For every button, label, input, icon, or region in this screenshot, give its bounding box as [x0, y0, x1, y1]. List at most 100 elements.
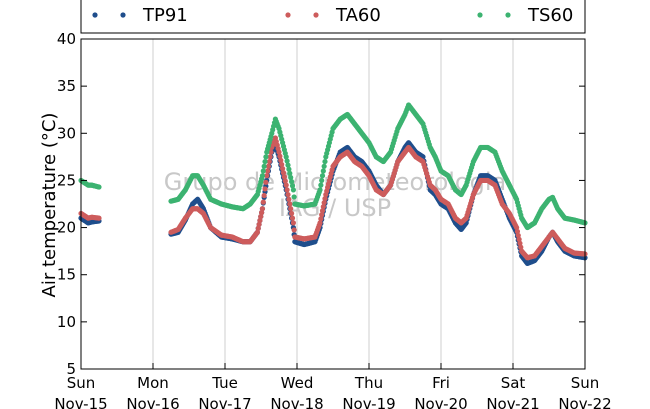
- data-point: [291, 194, 297, 200]
- data-point: [260, 199, 266, 205]
- data-point: [289, 179, 295, 185]
- data-point: [321, 200, 327, 206]
- data-point: [517, 240, 523, 246]
- x-tick-date: Nov-21: [486, 395, 539, 409]
- data-point: [285, 162, 291, 168]
- data-point: [289, 183, 296, 189]
- data-point: [291, 227, 297, 233]
- y-tick-label: 5: [66, 360, 76, 378]
- data-point: [263, 179, 269, 185]
- data-point: [255, 225, 261, 231]
- data-point: [318, 216, 324, 222]
- x-tick-day: Thu: [354, 374, 383, 392]
- data-point: [321, 163, 327, 169]
- data-point: [514, 228, 521, 235]
- x-tick-date: Nov-18: [270, 395, 323, 409]
- data-point: [260, 168, 266, 174]
- data-point: [257, 217, 263, 224]
- data-point: [262, 158, 268, 165]
- data-point: [96, 184, 102, 190]
- legend-label: TA60: [335, 5, 381, 26]
- data-point: [280, 170, 287, 176]
- y-axis: 5 10 15 20 25 30 35 40: [57, 30, 585, 378]
- x-tick-date: Nov-17: [198, 395, 251, 409]
- x-tick-day: Tue: [211, 374, 238, 392]
- data-point: [268, 149, 274, 155]
- data-point: [280, 166, 286, 172]
- data-point: [287, 170, 293, 176]
- data-point: [286, 196, 292, 202]
- legend-box: [80, 0, 586, 34]
- x-tick-day: Sat: [501, 374, 526, 392]
- x-tick-date: Nov-22: [558, 395, 611, 409]
- x-axis: Sun Nov-15 Mon Nov-16 Tue Nov-17 Wed Nov-18 Thu N…: [54, 363, 612, 409]
- data-point: [515, 232, 521, 239]
- y-tick-label: 35: [57, 77, 76, 95]
- y-tick-label: 10: [57, 313, 76, 331]
- data-point: [276, 149, 282, 155]
- legend-marker: [505, 12, 511, 18]
- data-point: [284, 158, 290, 164]
- y-tick-label: 20: [57, 219, 76, 237]
- data-point: [254, 229, 260, 235]
- data-point: [284, 187, 290, 193]
- data-point: [319, 208, 326, 214]
- y-tick-label: 40: [57, 30, 76, 48]
- data-point: [283, 182, 289, 188]
- watermark-line-2: IAG / USP: [279, 194, 391, 222]
- legend-marker: [120, 12, 126, 18]
- data-point: [283, 154, 289, 160]
- data-point: [322, 196, 328, 202]
- y-tick-label: 15: [57, 266, 76, 284]
- legend-marker: [92, 12, 98, 18]
- data-point: [514, 224, 520, 231]
- data-point: [259, 173, 266, 179]
- series-TS60: [78, 102, 588, 231]
- data-point: [518, 244, 524, 250]
- data-point: [266, 158, 272, 165]
- data-point: [281, 174, 287, 180]
- data-point: [290, 220, 296, 226]
- data-point: [285, 191, 291, 198]
- legend-marker: [285, 12, 291, 18]
- data-point: [288, 174, 294, 181]
- data-point: [259, 206, 266, 212]
- data-point: [261, 163, 267, 169]
- series-layer: [78, 102, 588, 266]
- data-point: [265, 163, 272, 169]
- data-point: [277, 153, 283, 159]
- y-tick-label: 30: [57, 124, 76, 142]
- data-point: [256, 221, 262, 228]
- data-point: [262, 186, 268, 192]
- data-point: [265, 168, 271, 174]
- legend: TP91 TA60 TS60: [80, 0, 586, 34]
- data-point: [264, 173, 270, 179]
- data-point: [289, 210, 295, 217]
- data-point: [261, 192, 267, 199]
- data-point: [318, 182, 324, 188]
- data-point: [319, 173, 326, 179]
- data-point: [287, 201, 293, 207]
- x-tick-day: Wed: [281, 374, 314, 392]
- data-point: [516, 236, 522, 242]
- plot-frame: [80, 38, 586, 370]
- x-tick-date: Nov-19: [342, 395, 395, 409]
- data-point: [320, 204, 326, 210]
- legend-marker: [477, 12, 483, 18]
- data-point: [279, 161, 285, 168]
- data-point: [317, 220, 323, 226]
- data-point: [282, 178, 288, 184]
- series-TA60: [78, 135, 588, 261]
- data-point: [290, 187, 296, 193]
- data-point: [319, 212, 325, 218]
- data-point: [278, 157, 284, 163]
- x-tick-day: Mon: [137, 374, 169, 392]
- data-point: [320, 168, 326, 174]
- x-tick-day: Fri: [432, 374, 450, 392]
- data-point: [259, 210, 265, 216]
- x-tick-date: Nov-15: [54, 395, 107, 409]
- data-point: [322, 158, 328, 165]
- data-point: [96, 215, 102, 221]
- x-tick-date: Nov-20: [414, 395, 467, 409]
